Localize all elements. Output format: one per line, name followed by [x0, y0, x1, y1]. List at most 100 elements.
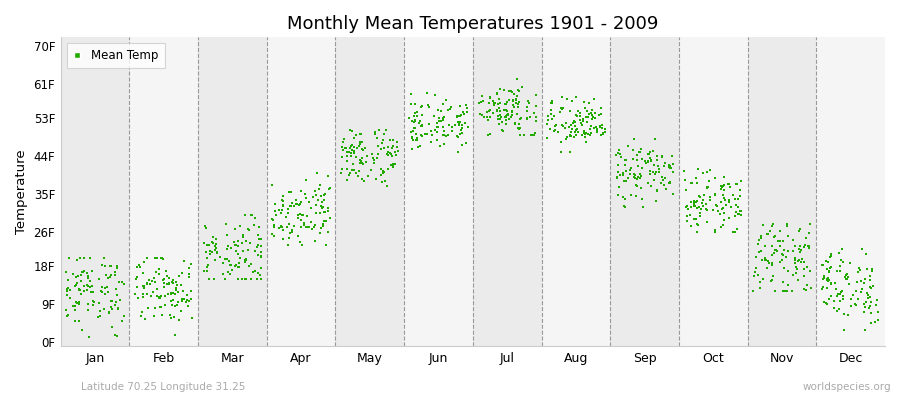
- Point: [749, 264, 763, 271]
- Point: [634, 156, 649, 162]
- Point: [81, 275, 95, 282]
- Point: [505, 108, 519, 115]
- Point: [403, 128, 418, 135]
- Point: [868, 319, 883, 325]
- Point: [248, 222, 262, 228]
- Point: [339, 153, 354, 159]
- Point: [130, 284, 144, 291]
- Point: [410, 131, 424, 137]
- Point: [296, 222, 310, 228]
- Point: [132, 264, 147, 270]
- Point: [554, 105, 569, 112]
- Point: [158, 292, 172, 299]
- Point: [347, 135, 362, 142]
- Point: [780, 220, 795, 227]
- Point: [302, 224, 317, 230]
- Point: [289, 197, 303, 203]
- Point: [498, 101, 512, 107]
- Point: [238, 276, 252, 282]
- Point: [788, 269, 803, 276]
- Point: [754, 248, 769, 254]
- Point: [871, 317, 886, 324]
- Point: [708, 192, 723, 198]
- Point: [499, 100, 513, 107]
- Point: [482, 117, 496, 123]
- Point: [628, 175, 643, 181]
- Point: [562, 133, 577, 139]
- Point: [384, 151, 399, 158]
- Point: [765, 262, 779, 268]
- Point: [197, 240, 211, 246]
- Point: [803, 268, 817, 274]
- Point: [647, 161, 662, 168]
- Point: [338, 145, 352, 152]
- Point: [319, 242, 333, 248]
- Point: [800, 242, 814, 249]
- Point: [205, 239, 220, 246]
- Point: [616, 194, 630, 201]
- Point: [717, 187, 732, 193]
- Point: [72, 299, 86, 305]
- Point: [276, 201, 291, 208]
- Y-axis label: Temperature: Temperature: [15, 150, 28, 234]
- Point: [80, 286, 94, 293]
- Point: [662, 163, 676, 170]
- Point: [111, 333, 125, 340]
- Point: [284, 229, 299, 235]
- Point: [656, 176, 670, 183]
- Point: [765, 260, 779, 266]
- Point: [527, 130, 542, 136]
- Point: [802, 245, 816, 251]
- Point: [235, 240, 249, 246]
- Point: [663, 164, 678, 171]
- Point: [560, 134, 574, 140]
- Point: [140, 280, 155, 286]
- Point: [200, 264, 214, 270]
- Point: [823, 296, 837, 302]
- Point: [644, 157, 658, 163]
- Point: [644, 183, 658, 189]
- Point: [694, 206, 708, 212]
- Point: [487, 100, 501, 107]
- Point: [596, 130, 610, 136]
- Point: [692, 210, 706, 216]
- Point: [81, 273, 95, 279]
- Point: [209, 241, 223, 247]
- Point: [749, 254, 763, 260]
- Point: [588, 96, 602, 102]
- Point: [135, 308, 149, 315]
- Point: [646, 148, 661, 154]
- Point: [648, 136, 662, 142]
- Point: [722, 180, 736, 187]
- Point: [76, 288, 91, 294]
- Point: [505, 112, 519, 118]
- Point: [662, 180, 677, 186]
- Point: [166, 290, 181, 296]
- Point: [249, 244, 264, 250]
- Point: [72, 287, 86, 294]
- Point: [816, 299, 831, 305]
- Point: [235, 240, 249, 246]
- Point: [274, 210, 289, 216]
- Point: [715, 224, 729, 230]
- Point: [58, 307, 73, 313]
- Point: [611, 192, 625, 198]
- Point: [580, 119, 594, 125]
- Point: [212, 254, 227, 261]
- Bar: [816, 37, 885, 346]
- Point: [150, 286, 165, 292]
- Point: [414, 132, 428, 139]
- Point: [863, 277, 878, 283]
- Point: [490, 108, 504, 114]
- Point: [346, 148, 361, 155]
- Point: [344, 143, 358, 150]
- Point: [793, 226, 807, 232]
- Bar: [748, 37, 816, 346]
- Point: [700, 184, 715, 190]
- Point: [482, 100, 496, 107]
- Point: [415, 122, 429, 128]
- Point: [76, 254, 91, 261]
- Point: [169, 287, 184, 294]
- Point: [480, 114, 494, 120]
- Point: [840, 276, 854, 282]
